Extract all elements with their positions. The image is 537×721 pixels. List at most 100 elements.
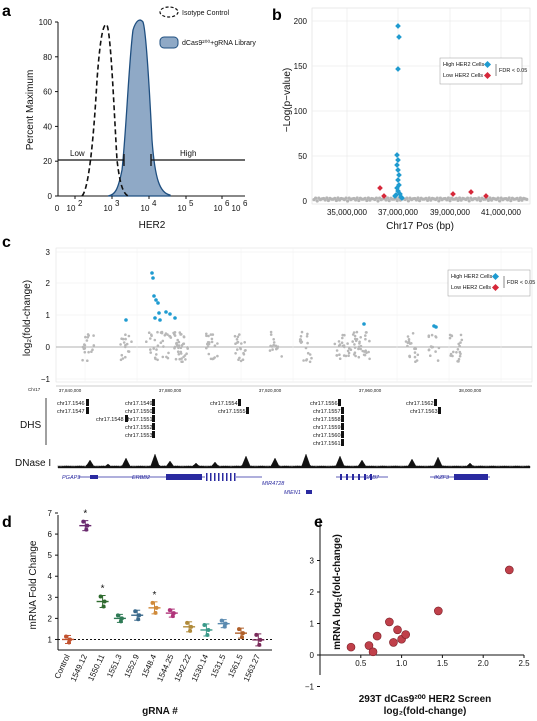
panel-c-coord-label: 38,000,000 (459, 388, 482, 393)
panel-c-point-ns (180, 333, 183, 336)
panel-c-point-ns (234, 352, 237, 355)
panel-b-point-low (377, 185, 383, 191)
panel-c-point-ns (333, 342, 337, 346)
panel-c-point-ns (126, 350, 130, 353)
panel-e-point (505, 565, 514, 575)
panel-c-point-ns (243, 341, 246, 344)
panel-d-point (102, 599, 107, 604)
panel-b-point-ns (315, 199, 319, 203)
panel-c-point-ns (173, 345, 177, 349)
panel-d-point (115, 613, 120, 618)
panel-e-point (434, 606, 443, 616)
panel-c-point-ns (364, 337, 367, 341)
panel-b-ytick-label: 50 (298, 152, 307, 161)
panel-d-xtick-label: 1548.4 (140, 653, 159, 679)
panel-c-point-ns (205, 346, 208, 350)
panel-c-point-ns (448, 336, 452, 340)
panel-c-point-ns (427, 334, 431, 338)
gene-exon (352, 474, 354, 480)
panel-b-point-low (468, 189, 474, 195)
panel-c-point-ns (434, 335, 437, 338)
panel-c-point-ns (459, 333, 463, 337)
panel-c-point-ns (234, 342, 237, 346)
panel-c-point-ns (155, 353, 158, 356)
panel-c-point-ns (182, 335, 186, 339)
panel-b-legend: High HER2 Cells Low HER2 Cells FDR < 0.0… (439, 57, 527, 85)
dhs-label: chr17.1556 (310, 401, 338, 407)
panel-c-point-ns (156, 330, 159, 334)
panel-e-point (346, 642, 356, 652)
panel-c-point-ns (206, 345, 210, 348)
panel-b-point-ns (334, 198, 338, 203)
gene-exon (364, 474, 366, 480)
dhs-region (341, 407, 344, 414)
panel-e-ticks: 3 2 1 0 −1 0.5 1.0 1.5 2.0 2.5 (305, 557, 530, 692)
panel-b-point-high (394, 162, 400, 168)
panel-c-legend-low-marker (491, 283, 500, 292)
panel-c-point-ns (178, 357, 181, 361)
dhs-region (341, 439, 344, 446)
panel-b-points (312, 23, 529, 203)
panel-e-xlabel-line1: 293T dCas9²⁰⁰ HER2 Screen (359, 694, 492, 705)
panel-c-ytick-label: 3 (46, 248, 51, 257)
panel-c-chr-label: Chr17 (28, 387, 41, 392)
panel-c-point-ns (353, 343, 356, 346)
panel-b-point-ns (426, 198, 430, 202)
panel-e-xtick-label: 2.5 (518, 659, 530, 668)
panel-d-point (150, 600, 155, 605)
panel-e-ytick-label: 0 (310, 651, 315, 660)
panel-b-ytick-label: 0 (303, 197, 308, 206)
dhs-label: chr17.1554 (210, 401, 238, 407)
panel-d-y-ticks: 1 2 3 4 5 6 7 (48, 509, 58, 644)
panel-c-point-ns (416, 353, 420, 357)
panel-a-ytick-label: 0 (48, 192, 53, 201)
panel-a-xtick-exponent: 4 (152, 199, 157, 208)
panel-b-point-ns (509, 199, 513, 203)
panel-c-point-ns (244, 349, 247, 352)
panel-c-point-ns (357, 347, 360, 351)
panel-e-point (372, 631, 382, 641)
panel-c-point-ns (335, 354, 339, 357)
panel-b-plot-area (311, 7, 531, 205)
panel-c-legend-high-marker (491, 272, 500, 281)
panel-d-xtick-label: 1563.27 (242, 653, 263, 684)
dhs-label: chr17.1553 (125, 433, 153, 439)
dhs-region (438, 407, 441, 414)
panel-c-ytick-label: 2 (46, 279, 51, 288)
panel-c-point-ns (210, 340, 214, 344)
panel-d-point (133, 609, 138, 614)
panel-c-point-ns (179, 350, 183, 354)
panel-b-point-ns (477, 196, 481, 200)
panel-c-point-ns (347, 351, 351, 355)
panel-c-point-ns (270, 345, 274, 348)
panel-c-point-ns (150, 334, 153, 338)
panel-c-point-ns (242, 353, 246, 356)
panel-c-point-ns (355, 330, 359, 334)
panel-c-point-ns (460, 338, 464, 342)
panel-c-point-high (168, 312, 172, 316)
panel-d-point (154, 605, 159, 610)
panel-c-point-ns (149, 337, 152, 340)
panel-d-point (171, 611, 176, 616)
panel-b-point-ns (363, 196, 367, 200)
panel-c-point-ns (160, 330, 164, 334)
panel-c-point-high (173, 316, 177, 320)
panel-c-point-ns (347, 354, 350, 358)
panel-c-point-ns (346, 342, 349, 345)
panel-c-point-ns (213, 344, 217, 348)
dhs-label: chr17.1559 (313, 425, 341, 431)
panel-c-point-ns (437, 346, 441, 350)
panel-e-ytick-label: 2 (310, 588, 315, 597)
dhs-label: chr17.1547 (57, 409, 85, 415)
panel-d-point (257, 642, 262, 647)
panel-a-ytick-label: 40 (43, 122, 52, 131)
panel-c-point-ns (163, 334, 167, 337)
panel-c-point-ns (357, 355, 361, 359)
panel-a-ytick-label: 20 (43, 157, 52, 166)
panel-c-point-ns (149, 348, 152, 351)
panel-a-xtick-exponent: 6 (243, 199, 248, 208)
panel-b-point-ns (478, 199, 482, 203)
gene-label: MIEN1 (284, 490, 301, 496)
panel-c-point-ns (300, 340, 303, 344)
